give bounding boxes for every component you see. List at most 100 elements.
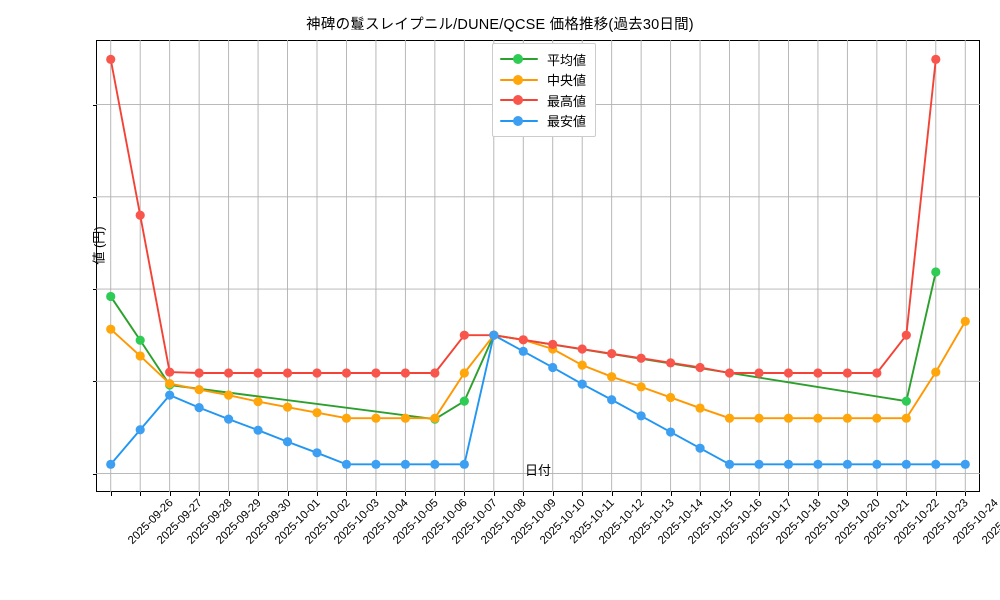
data-point-marker [253,425,263,435]
x-tick-mark [641,492,643,496]
data-point-marker [489,330,499,340]
data-point-marker [754,459,764,469]
data-point-marker [783,368,794,378]
series-line [109,320,967,420]
data-point-marker [666,392,676,403]
data-point-marker [931,459,941,469]
x-tick-mark [287,492,289,496]
data-point-marker [518,346,528,356]
data-point-marker [960,459,970,469]
x-axis-label: 日付 [524,463,551,478]
legend-item-label: 最安値 [547,114,587,130]
data-point-marker [636,382,646,392]
data-point-marker [194,385,204,395]
x-tick-mark [611,492,613,496]
blue-line-marker-icon [500,115,538,127]
data-point-marker [135,335,145,345]
data-point-marker [165,390,175,400]
data-point-marker [165,379,175,389]
data-point-marker [224,368,234,378]
data-point-marker [312,368,322,378]
data-point-marker [754,368,764,378]
chart-title: 神碑の鬘スレイプニル/DUNE/QCSE 価格推移(過去30日間) [306,17,694,33]
data-point-marker [282,437,293,447]
data-point-marker [636,411,646,421]
data-point-marker [724,459,735,469]
data-point-marker [577,360,587,370]
data-point-marker [901,396,911,406]
x-tick-mark [847,492,849,496]
data-point-marker [518,335,528,345]
x-tick-mark [670,492,672,496]
data-point-marker [577,344,587,354]
green-line-marker-icon [500,53,538,65]
x-tick-mark [523,492,525,496]
data-point-marker [931,267,941,277]
data-point-marker [548,339,558,350]
data-point-marker [341,368,352,378]
data-point-marker [813,459,823,469]
x-tick-mark [346,492,348,496]
data-point-marker [341,413,352,423]
data-point-marker [194,403,204,413]
data-point-marker [577,379,587,389]
data-point-marker [430,368,440,378]
data-point-marker [695,443,705,453]
data-point-marker [459,330,469,340]
x-tick-mark [228,492,230,496]
data-point-marker [312,408,322,418]
legend-item-label: 最高値 [547,93,587,109]
data-point-marker [282,368,293,378]
data-point-marker [960,316,970,326]
legend-item-label: 平均値 [547,52,587,68]
data-point-marker [312,448,322,458]
data-point-marker [459,368,469,378]
x-tick-mark [700,492,702,496]
data-point-marker [371,413,381,423]
x-tick-mark [759,492,760,496]
data-point-marker [872,459,882,469]
data-point-marker [724,368,735,378]
data-point-marker [872,368,882,378]
x-tick-mark [817,492,819,496]
data-point-marker [194,368,204,378]
legend-item: 平均値 [500,49,586,70]
data-point-marker [666,427,676,437]
data-point-marker [931,54,941,64]
y-axis-label: 値 (円) [91,226,107,265]
data-point-marker [842,459,853,469]
data-point-marker [371,459,381,469]
data-point-marker [607,395,617,405]
plot-svg [96,40,980,492]
data-point-marker [783,413,794,423]
data-point-marker [901,330,911,340]
x-tick-mark [169,492,171,496]
legend-item: 最高値 [500,90,586,111]
data-point-marker [548,362,558,373]
x-tick-mark [906,492,908,496]
data-point-marker [754,413,764,423]
data-point-marker [135,210,145,220]
x-tick-mark [375,492,377,496]
data-point-marker [901,459,911,469]
x-tick-mark [464,492,466,496]
data-point-marker [224,414,234,424]
data-point-marker [430,413,440,423]
data-point-marker [371,368,381,378]
data-point-marker [224,390,234,400]
data-point-marker [901,413,911,423]
y-tick-mark [92,196,96,198]
data-point-marker [106,291,116,302]
x-tick-mark [493,492,495,496]
series-line [109,334,967,466]
x-tick-mark [582,492,584,496]
data-point-marker [341,459,352,469]
data-point-marker [400,368,410,378]
data-point-marker [459,396,469,406]
x-tick-mark [552,492,554,496]
data-point-marker [106,459,116,469]
plot-frame [96,40,980,492]
data-point-marker [253,368,263,378]
x-tick-mark [258,492,260,496]
data-point-marker [724,413,735,423]
